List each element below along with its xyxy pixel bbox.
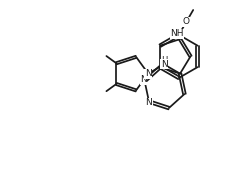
Text: N: N bbox=[161, 60, 168, 69]
Text: H: H bbox=[161, 56, 168, 65]
Text: NH: NH bbox=[170, 29, 184, 38]
Text: O: O bbox=[183, 17, 190, 26]
Text: N: N bbox=[146, 98, 152, 107]
Text: N: N bbox=[140, 75, 147, 84]
Text: N: N bbox=[145, 69, 152, 78]
